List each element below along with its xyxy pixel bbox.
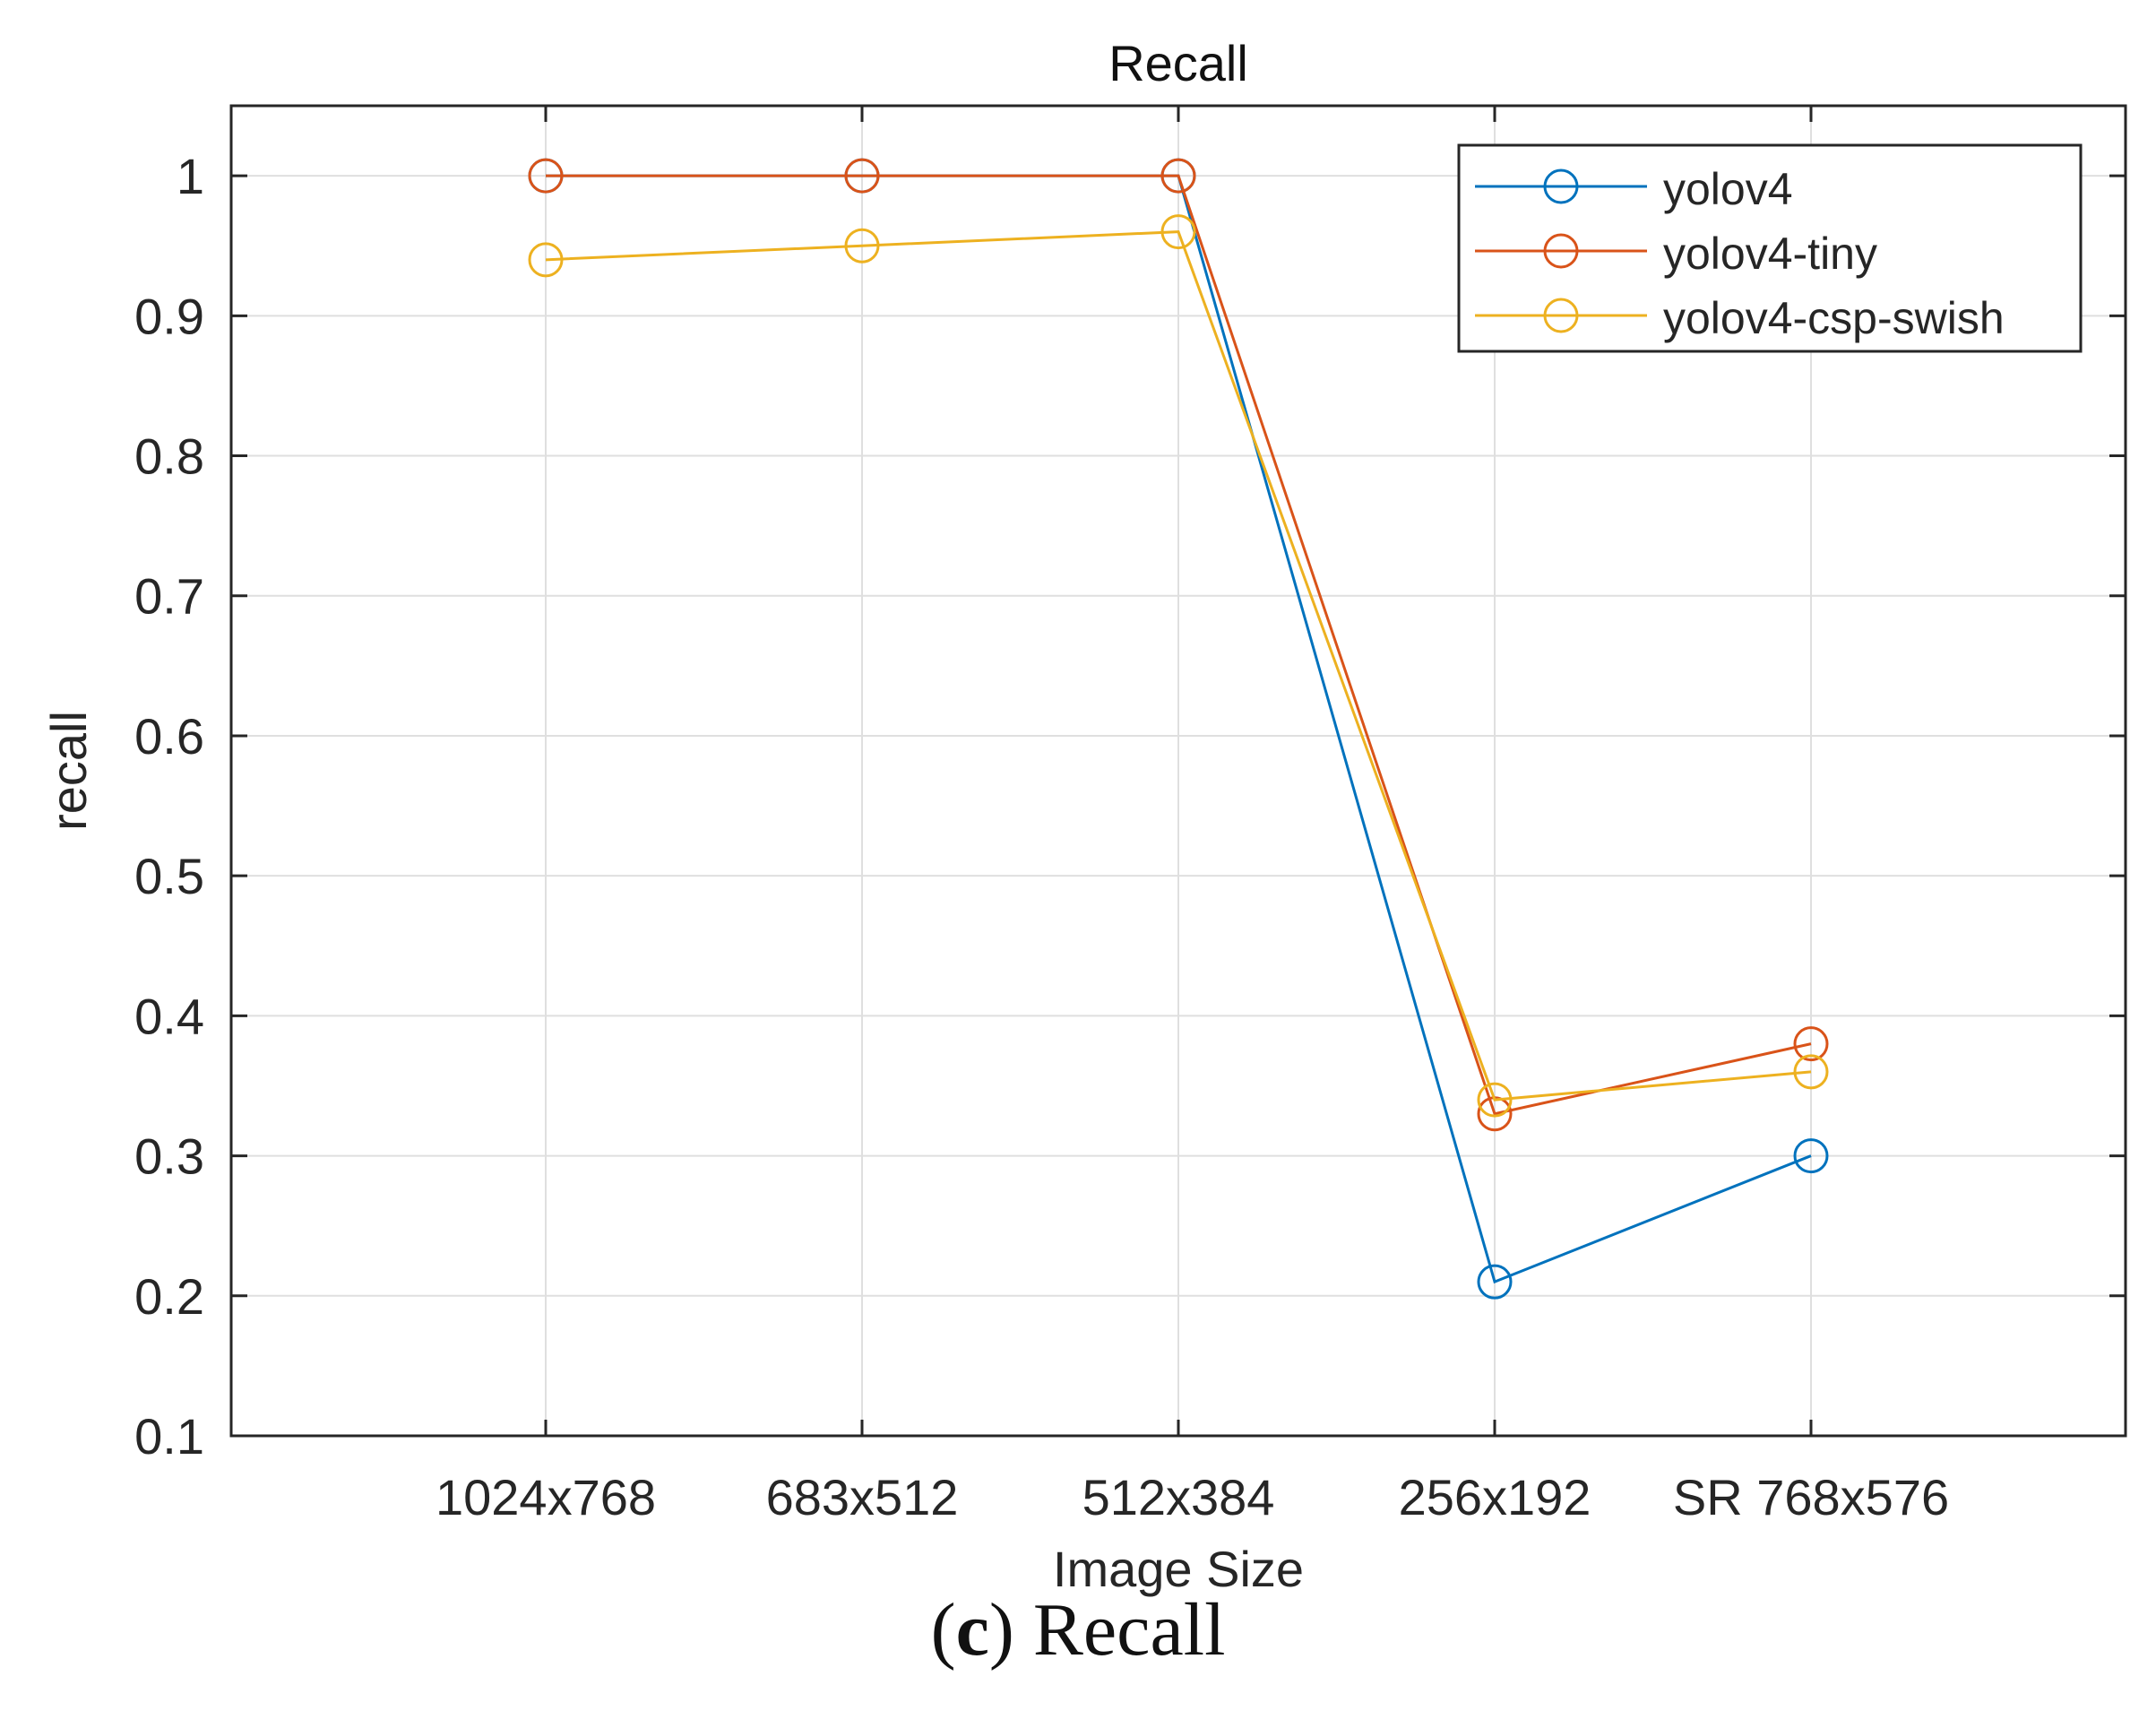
y-tick-label: 0.4 (134, 988, 204, 1044)
data-point-yolov4-csp-swish (1793, 1054, 1829, 1090)
y-tick-label: 0.6 (134, 708, 204, 765)
series-line-yolov4-csp-swish (545, 230, 1812, 1102)
y-tick-label: 0.1 (134, 1408, 204, 1464)
legend-label-yolov4-csp-swish: yolov4-csp-swish (1663, 293, 2005, 343)
legend-label-yolov4: yolov4 (1663, 164, 1793, 214)
y-tick-label: 0.7 (134, 568, 204, 625)
figure-caption: (c) Recall (0, 1586, 2156, 1673)
y-axis-label: recall (40, 711, 97, 831)
data-point-yolov4-csp-swish (1477, 1082, 1513, 1118)
legend-marker-yolov4-tiny (1543, 233, 1579, 269)
x-tick-label: SR 768x576 (1673, 1469, 1949, 1525)
legend-label-yolov4-tiny: yolov4-tiny (1663, 229, 1877, 279)
legend-marker-yolov4 (1543, 168, 1579, 204)
legend-box (1457, 143, 2083, 353)
caption-letter: c (955, 1588, 989, 1672)
legend: yolov4 yolov4-tiny yolov4-csp-swish (1457, 143, 2083, 353)
caption-text: ) Recall (988, 1588, 1226, 1672)
tick-layer: 0.1 0.2 0.3 0.4 0.5 0.6 0.7 0.8 0.9 1 1024x768 683x… (134, 106, 2126, 1525)
chart-title: Recall (1108, 35, 1248, 91)
data-point-yolov4-csp-swish (1160, 214, 1196, 250)
data-point-yolov4-tiny (844, 158, 880, 194)
data-point-yolov4-tiny (1793, 1026, 1829, 1062)
x-axis-label: Image Size (1053, 1541, 1304, 1597)
grid-layer (231, 106, 2126, 1436)
data-point-yolov4-tiny (1160, 158, 1196, 194)
data-point-yolov4-csp-swish (528, 242, 564, 278)
y-tick-label: 1 (177, 148, 204, 204)
x-tick-label: 1024x768 (436, 1469, 656, 1525)
data-point-yolov4-tiny (528, 158, 564, 194)
data-point-yolov4 (1793, 1138, 1829, 1174)
caption-open-paren: ( (930, 1588, 956, 1672)
y-tick-label: 0.8 (134, 428, 204, 485)
x-tick-label: 512x384 (1082, 1469, 1275, 1525)
data-point-yolov4-csp-swish (844, 228, 880, 264)
y-tick-label: 0.9 (134, 288, 204, 344)
data-point-yolov4 (1477, 1264, 1513, 1300)
x-tick-label: 683x512 (766, 1469, 959, 1525)
x-tick-label: 256x192 (1399, 1469, 1591, 1525)
y-tick-label: 0.2 (134, 1268, 204, 1325)
y-tick-label: 0.5 (134, 848, 204, 904)
series-layer (528, 158, 1829, 1300)
y-tick-label: 0.3 (134, 1128, 204, 1185)
legend-marker-yolov4-csp-swish (1543, 298, 1579, 333)
